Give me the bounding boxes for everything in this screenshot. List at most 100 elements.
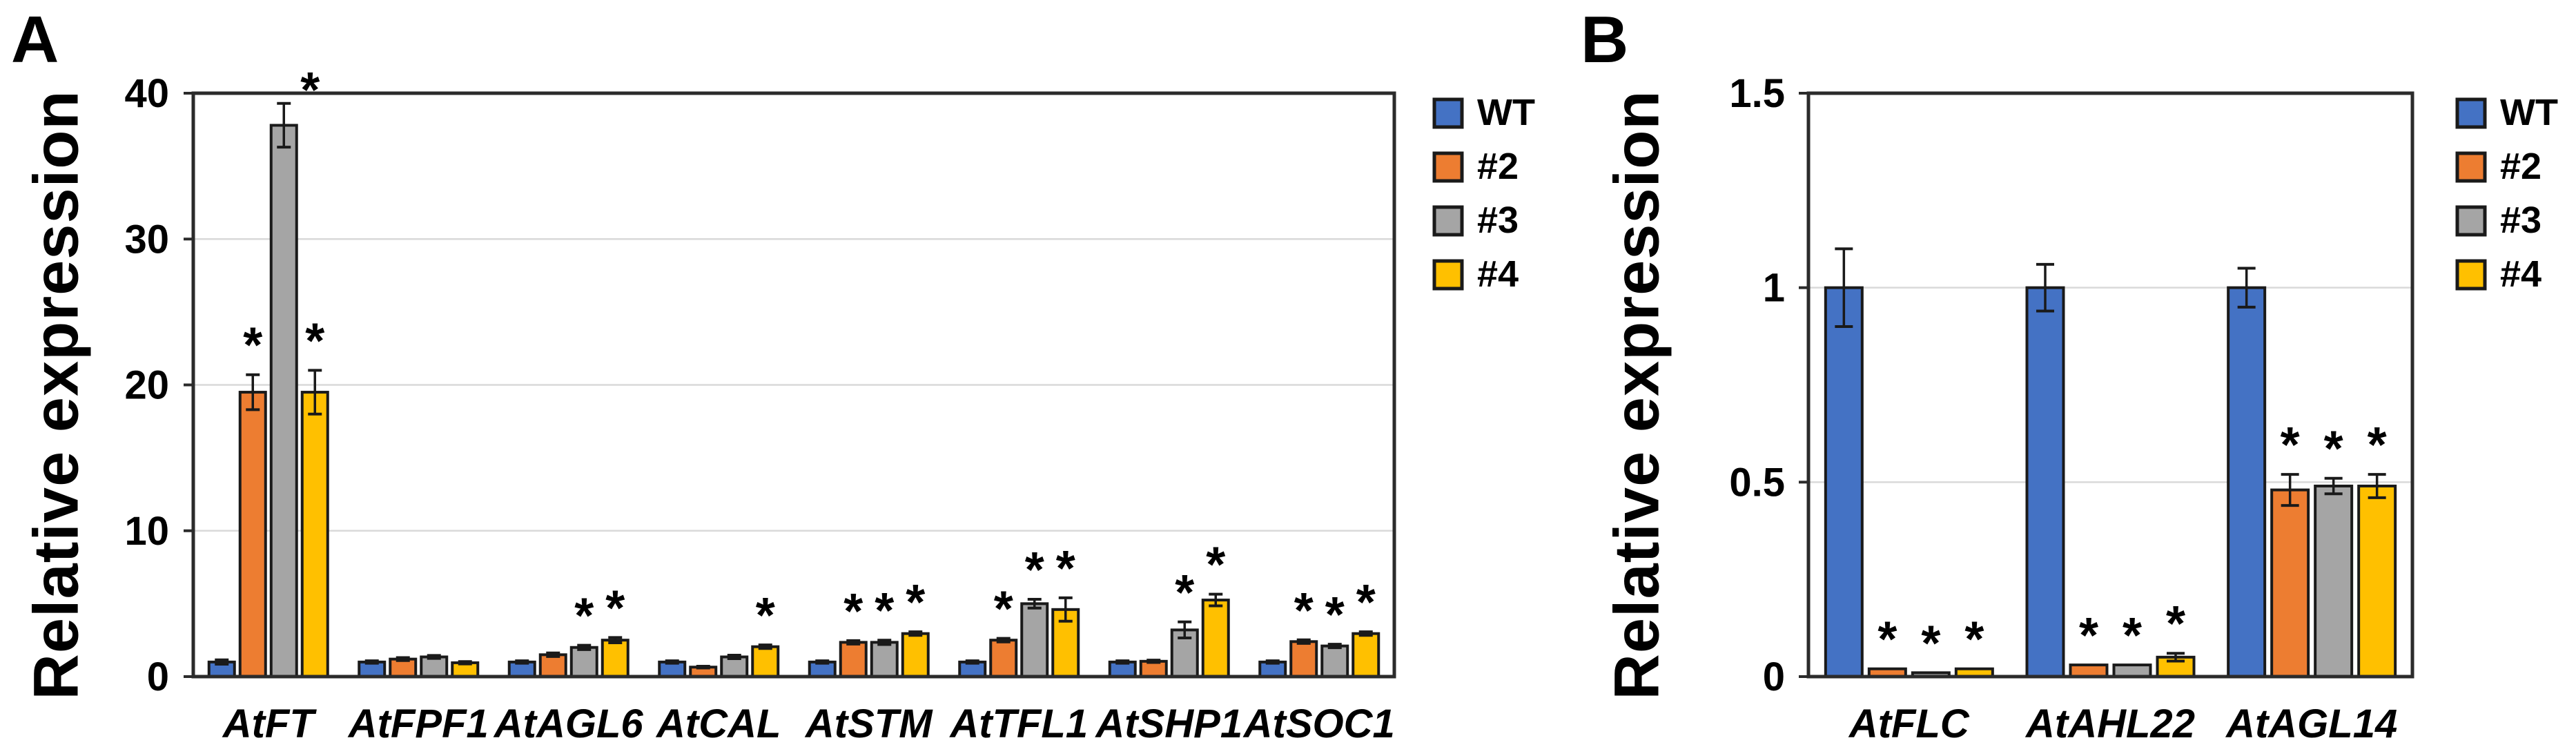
panel-a-significance-asterisk: * <box>1325 588 1345 643</box>
panel-a-significance-asterisk: * <box>843 584 863 639</box>
panel-a-error-bar-2-AtSHP1 <box>1146 659 1161 664</box>
panel-a-error-bar-2-AtSTM <box>846 639 861 646</box>
panel-b-y-tick-label: 0.5 <box>1729 460 1785 505</box>
panel-a-significance-asterisk: * <box>1294 583 1314 639</box>
panel-b-bar-4-AtAGL14 <box>2357 484 2397 678</box>
panel-a-error-bar-WT-AtAGL6 <box>515 659 529 665</box>
panel-a-bar-4-AtSHP1 <box>1201 599 1230 678</box>
panel-a-error-bar-WT-AtTFL1 <box>965 659 979 665</box>
panel-a-error-bar-2-AtSOC1 <box>1296 638 1311 645</box>
panel-b-y-tick-label: 1 <box>1763 266 1785 311</box>
panel-a-bar-4-AtCAL <box>751 645 780 678</box>
panel-a-significance-asterisk: * <box>243 318 262 374</box>
panel-b-error-bar-4-AtAGL14 <box>2368 473 2386 499</box>
panel-b-significance-asterisk: * <box>2368 418 2387 473</box>
panel-b-legend-label: WT <box>2500 92 2558 133</box>
panel-b-y-tick-label: 0 <box>1763 655 1785 699</box>
panel-a-bar-2-AtFT <box>238 391 267 678</box>
panel-a-error-bar-4-AtAGL6 <box>608 636 623 644</box>
panel-a-error-bar-WT-AtFT <box>215 658 229 666</box>
panel-a-label: A <box>11 3 59 77</box>
panel-a-y-tick-label: 30 <box>124 217 169 262</box>
panel-a-error-bar-WT-AtCAL <box>665 659 679 665</box>
panel-a-error-bar-3-AtSOC1 <box>1327 643 1342 650</box>
panel-b-error-bar-WT-AtFLC <box>1835 247 1853 328</box>
panel-b-error-bar-4-AtAHL22 <box>2167 652 2185 663</box>
panel-a-error-bar-2-AtAGL6 <box>546 651 560 658</box>
panel-a-legend-swatch <box>1432 97 1464 129</box>
panel-a-significance-asterisk: * <box>300 63 320 118</box>
panel-a-category-label: AtAGL6 <box>493 701 644 746</box>
panel-a-error-bar-3-AtSTM <box>877 639 892 646</box>
panel-a-significance-asterisk: * <box>574 589 594 644</box>
panel-a-bar-4-AtSTM <box>901 632 930 679</box>
panel-a-significance-asterisk: * <box>1025 543 1044 598</box>
panel-b-error-bar-WT-AtAHL22 <box>2036 262 2054 313</box>
panel-b-significance-asterisk: * <box>2123 608 2142 663</box>
panel-a-legend-swatch <box>1432 259 1464 291</box>
panel-a-y-tick-label: 40 <box>124 71 169 116</box>
panel-a-bar-4-AtAGL6 <box>601 639 630 678</box>
panel-a-legend-item-2: #2 <box>1432 146 1519 187</box>
panel-a-category-label: AtCAL <box>655 701 781 746</box>
panel-a-legend-item-4: #4 <box>1432 253 1519 295</box>
panel-a-error-bar-3-AtFT <box>277 101 291 149</box>
panel-a-category-label: AtSOC1 <box>1242 701 1395 746</box>
panel-a-bar-4-AtFT <box>300 391 329 678</box>
panel-a-y-tick-label: 20 <box>124 363 169 408</box>
panel-a-error-bar-4-AtCAL <box>758 643 772 650</box>
panel-b-label: B <box>1581 3 1629 77</box>
panel-a-error-bar-3-AtCAL <box>727 653 741 661</box>
panel-a-error-bar-4-AtSOC1 <box>1358 630 1373 637</box>
panel-b-bar-WT-AtFLC <box>1824 286 1864 678</box>
panel-b-category-label: AtAHL22 <box>2024 701 2195 746</box>
panel-a-significance-asterisk: * <box>906 575 925 630</box>
panel-a-error-bar-3-AtFPF1 <box>427 654 441 660</box>
panel-b-bar-WT-AtAGL14 <box>2227 286 2267 678</box>
panel-a-bar-3-AtFPF1 <box>420 655 449 679</box>
panel-a-significance-asterisk: * <box>1206 538 1225 593</box>
panel-b-significance-asterisk: * <box>2166 597 2185 652</box>
panel-a-bar-2-AtAGL6 <box>538 653 567 678</box>
panel-a-legend-item-WT: WT <box>1432 92 1535 133</box>
panel-a-bar-2-AtSTM <box>839 641 868 679</box>
panel-a-bar-3-AtSOC1 <box>1320 644 1349 679</box>
panel-a-bar-3-AtTFL1 <box>1020 602 1049 678</box>
panel-a-error-bar-4-AtSHP1 <box>1209 592 1223 608</box>
panel-b-category-label: AtFLC <box>1848 701 1970 746</box>
panel-b-bar-3-AtAGL14 <box>2314 484 2354 678</box>
panel-a-significance-asterisk: * <box>605 581 625 636</box>
panel-a-legend-label: #4 <box>1477 253 1519 295</box>
panel-a-legend-label: #3 <box>1477 200 1519 241</box>
panel-a-significance-asterisk: * <box>305 313 324 369</box>
panel-b-legend-swatch <box>2455 151 2487 183</box>
panel-b-legend-item-4: #4 <box>2455 253 2541 295</box>
panel-b-significance-asterisk: * <box>1921 616 1940 671</box>
panel-a-bar-3-AtFT <box>269 124 298 679</box>
panel-a-category-label: AtFPF1 <box>347 701 489 746</box>
panel-a-error-bar-WT-AtSTM <box>815 659 830 665</box>
panel-b-legend-swatch <box>2455 259 2487 291</box>
panel-a-error-bar-3-AtTFL1 <box>1027 598 1042 610</box>
panel-a-significance-asterisk: * <box>756 588 775 643</box>
panel-a-bar-2-AtFPF1 <box>389 657 418 679</box>
panel-b-legend-item-2: #2 <box>2455 146 2541 187</box>
panel-a-error-bar-WT-AtSHP1 <box>1115 659 1130 665</box>
panel-a-error-bar-4-AtFPF1 <box>458 660 472 666</box>
panel-a-error-bar-2-AtFT <box>246 373 260 411</box>
panel-a-plot-border <box>191 91 1396 679</box>
panel-a-bar-2-AtSOC1 <box>1289 640 1318 678</box>
panel-b-legend-label: #2 <box>2500 146 2541 187</box>
panel-b-legend-swatch <box>2455 205 2487 237</box>
panel-a-error-bar-2-AtCAL <box>696 665 710 670</box>
panel-b-bar-2-AtAHL22 <box>2069 663 2109 678</box>
panel-b-category-label: AtAGL14 <box>2225 701 2397 746</box>
panel-b-bar-2-AtAGL14 <box>2270 488 2310 678</box>
panel-a-category-label: AtSHP1 <box>1094 701 1242 746</box>
panel-a-y-tick-label: 0 <box>147 655 169 699</box>
panel-a-error-bar-2-AtFPF1 <box>396 656 410 662</box>
panel-a-error-bar-WT-AtFPF1 <box>364 659 379 665</box>
panel-b-significance-asterisk: * <box>2281 418 2300 473</box>
panel-a-legend-label: WT <box>1477 92 1535 133</box>
